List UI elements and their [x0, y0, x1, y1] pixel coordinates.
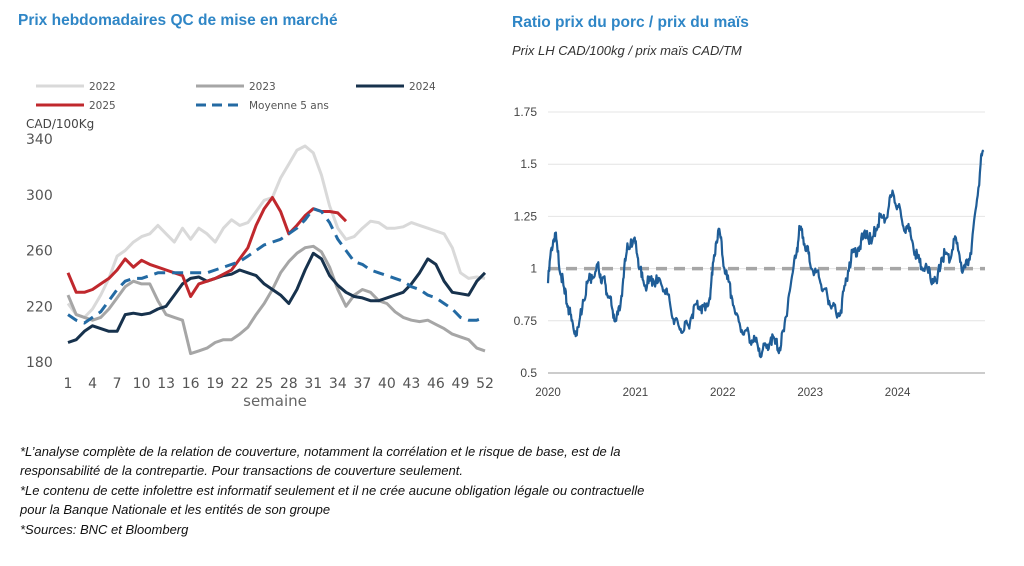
- series-line-2024: [67, 251, 487, 344]
- x-tick-label: 37: [353, 376, 371, 392]
- y-tick-label: 1.75: [514, 105, 538, 119]
- x-tick-label: 49: [452, 376, 470, 392]
- footnote-line: pour la Banque Nationale et les entités …: [20, 502, 331, 518]
- y-tick-label: 0.5: [520, 366, 537, 380]
- y-tick-label: 0.75: [514, 314, 538, 328]
- series-line-2023: [66, 244, 486, 356]
- x-tick-label: 34: [329, 376, 347, 392]
- x-tick-label: 13: [157, 376, 175, 392]
- legend-label: 2023: [249, 81, 276, 93]
- x-tick-label: 2020: [535, 387, 561, 399]
- x-tick-label: 4: [88, 376, 97, 392]
- x-tick-label: 7: [113, 376, 122, 392]
- y-tick-label: 1.25: [514, 209, 538, 223]
- x-axis-label: semaine: [243, 392, 307, 410]
- footnote-line: *Le contenu de cette infolettre est info…: [20, 482, 645, 498]
- series-line-2022: [66, 144, 486, 319]
- left-chart-title: Prix hebdomadaires QC de mise en marché: [18, 12, 338, 29]
- x-tick-label: 2021: [623, 387, 649, 399]
- y-tick-label: 1.5: [520, 157, 537, 171]
- ratio-series-line: [546, 149, 985, 359]
- y-tick-label: 220: [26, 299, 53, 315]
- y-tick-label: 260: [26, 244, 53, 260]
- x-tick-label: 46: [427, 376, 445, 392]
- footnote-line: responsabilité de la contrepartie. Pour …: [20, 463, 463, 479]
- x-tick-label: 10: [133, 376, 151, 392]
- x-tick-label: 52: [476, 376, 494, 392]
- x-tick-label: 1: [64, 376, 73, 392]
- series-line-2025: [66, 196, 348, 298]
- x-tick-label: 40: [378, 376, 396, 392]
- legend-label: 2022: [89, 81, 116, 93]
- x-tick-label: 2023: [797, 387, 823, 399]
- x-tick-label: 2022: [710, 387, 736, 399]
- footnote-line: *L’analyse complète de la relation de co…: [20, 444, 621, 459]
- footnote-line: *Sources: BNC et Bloomberg: [20, 521, 189, 537]
- x-tick-label: 31: [304, 376, 322, 392]
- right-chart-title: Ratio prix du porc / prix du maïs: [512, 14, 749, 31]
- y-tick-label: 340: [26, 132, 53, 148]
- weekly-prices-chart: 180 220 260 300 340 1 4 7 10 13 16 19 22 25 28 31 34 37 40…: [26, 81, 494, 410]
- x-tick-label: 28: [280, 376, 298, 392]
- y-tick-label: 180: [26, 355, 53, 371]
- x-tick-label: 2024: [885, 387, 911, 399]
- y-tick-label: 1: [530, 262, 537, 276]
- footnotes: *L’analyse complète de la relation de co…: [20, 442, 1010, 539]
- legend-label: Moyenne 5 ans: [249, 100, 329, 112]
- series-line-moyenne-5-ans: [67, 207, 486, 325]
- x-tick-label: 22: [231, 376, 249, 392]
- x-tick-label: 25: [255, 376, 273, 392]
- x-tick-label: 16: [182, 376, 200, 392]
- x-tick-label: 43: [402, 376, 420, 392]
- legend-label: 2024: [409, 81, 436, 93]
- y-axis-label: CAD/100Kg: [26, 117, 94, 131]
- right-chart-subtitle: Prix LH CAD/100kg / prix maïs CAD/TM: [512, 43, 742, 58]
- legend-label: 2025: [89, 100, 116, 112]
- y-tick-label: 300: [26, 188, 53, 204]
- x-tick-label: 19: [206, 376, 224, 392]
- pork-corn-ratio-chart: 0.5 0.75 1 1.25 1.5 1.75 2020 2021 2022 2023 2024: [514, 105, 985, 399]
